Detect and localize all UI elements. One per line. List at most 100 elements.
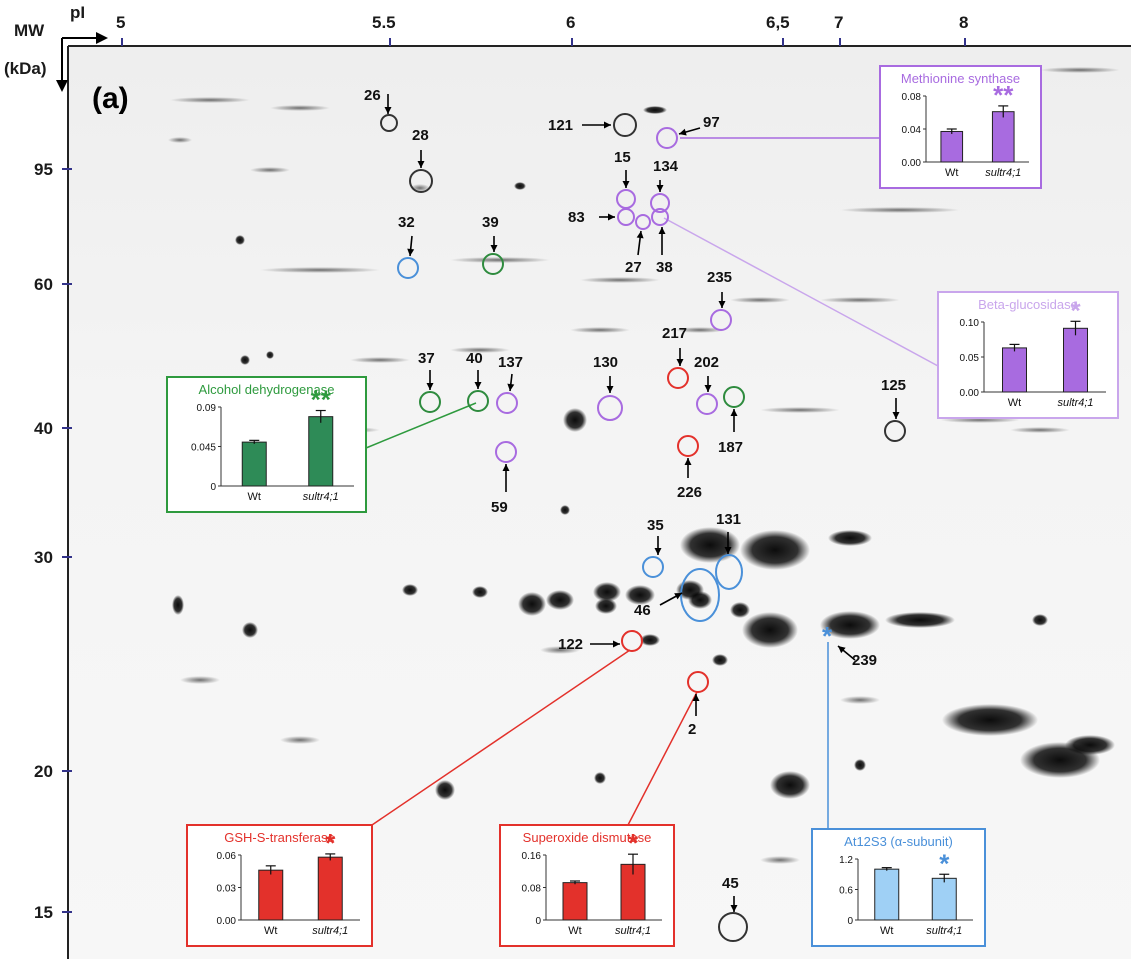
spot-121[interactable]: 121 [548,113,637,137]
spot-circle [680,568,720,622]
spot-130[interactable]: 130 [593,354,623,421]
spot-226[interactable]: 226 [677,435,702,501]
gel-protein-spot [643,106,667,114]
spot-circle [419,391,441,413]
spot-arrow-icon [407,235,415,257]
gel-protein-spot [242,622,258,638]
inset-title: Superoxide dismutase [523,830,652,845]
spot-137[interactable]: 137 [496,354,523,414]
category-label: Wt [1008,397,1021,409]
gel-protein-spot [514,182,526,190]
spot-45[interactable]: 45 [718,875,748,942]
spot-134[interactable]: 134 [650,158,679,213]
spot-arrow-icon [490,236,498,252]
spot-label: 202 [694,354,719,371]
gel-protein-spot [688,591,712,609]
inset-chart: Beta-glucosidase 0.10 0.05 0.00 Wt sultr4;1 * [937,291,1119,419]
spot-40[interactable]: 40 [466,350,489,412]
gel-protein-spot [240,355,250,365]
spot-27[interactable]: 27 [625,214,651,276]
spot-97[interactable]: 97 [656,114,720,149]
spot-arrow-icon [622,170,630,188]
gel-protein-spot [942,704,1038,736]
category-label: Wt [568,925,581,937]
callout-connector [371,649,631,826]
y-tick-label: 0.03 [217,884,237,895]
spot-circle [467,390,489,412]
spot-arrow-icon [582,121,611,129]
spot-131[interactable]: 131 [715,511,743,590]
spot-37[interactable]: 37 [418,350,441,413]
spot-circle [650,193,670,213]
spot-label: 226 [677,484,702,501]
spot-2[interactable]: 2 [687,671,709,738]
category-label: sultr4;1 [615,925,651,937]
spot-arrow-icon [654,536,662,555]
inset-title: Methionine synthase [901,71,1020,86]
inset-chart: Alcohol dehydrogenase 0.09 0.045 0 Wt sultr4;… [166,376,367,513]
gel-protein-spot [235,235,245,245]
spot-46[interactable]: 46 [634,568,720,622]
pi-tick-label: 6 [566,13,575,32]
gel-protein-spot [885,612,955,628]
spot-35[interactable]: 35 [642,517,664,578]
gel-protein-spot [472,586,488,598]
spot-label: 134 [653,158,679,175]
mw-tick-label: 20 [34,762,53,781]
spot-125[interactable]: 125 [881,377,906,442]
y-tick-label: 0.09 [197,403,217,414]
spot-label: 27 [625,259,642,276]
category-label: Wt [264,925,277,937]
y-tick-label: 0 [847,916,853,927]
category-label: Wt [248,491,261,503]
spot-39[interactable]: 39 [482,214,504,275]
gel-protein-spot [770,771,810,799]
spot-26[interactable]: 26 [364,87,398,132]
bar [940,130,964,163]
gel-protein-spot [266,351,274,359]
category-label: sultr4;1 [1057,397,1093,409]
spot-label: 125 [881,377,906,394]
spot-239[interactable]: * 239 [822,621,877,669]
category-label: sultr4;1 [303,491,339,503]
mw-tick-label: 15 [34,903,53,922]
bar [241,441,267,487]
y-tick-label: 0 [535,916,541,927]
spot-235[interactable]: 235 [707,269,732,331]
bar [308,416,334,487]
gel-faint-band [840,207,960,213]
spot-circle [696,393,718,415]
spot-32[interactable]: 32 [397,214,419,279]
bar [991,111,1015,163]
gel-protein-spot [625,585,655,605]
spot-circle [667,367,689,389]
spot-202[interactable]: 202 [694,354,719,415]
spot-83[interactable]: 83 [568,208,635,226]
spot-187[interactable]: 187 [718,386,745,456]
gel-faint-band [270,105,330,111]
spot-28[interactable]: 28 [409,127,433,193]
gel-protein-spot [518,592,546,616]
spot-label: 2 [688,721,696,738]
spot-59[interactable]: 59 [491,441,517,516]
spot-label: 217 [662,325,687,342]
category-label: Wt [880,925,893,937]
spot-217[interactable]: 217 [662,325,689,389]
mw-ticks: 95 60 40 30 20 15 [34,160,72,922]
gel-protein-spot [563,408,587,432]
callout-connectors [365,137,939,829]
y-tick-label: 0 [210,482,216,493]
spot-label: 122 [558,636,583,653]
gel-protein-spot [1032,614,1048,626]
gel-faint-band [280,736,320,744]
mw-tick-label: 95 [34,160,53,179]
spot-38[interactable]: 38 [651,208,673,276]
y-tick-label: 0.00 [217,916,237,927]
spot-122[interactable]: 122 [558,630,643,653]
gel-protein-spot [730,602,750,618]
spot-arrow-icon [590,640,620,648]
spot-circle [482,253,504,275]
gel-protein-spot [820,611,880,639]
spot-label: 239 [852,652,877,669]
